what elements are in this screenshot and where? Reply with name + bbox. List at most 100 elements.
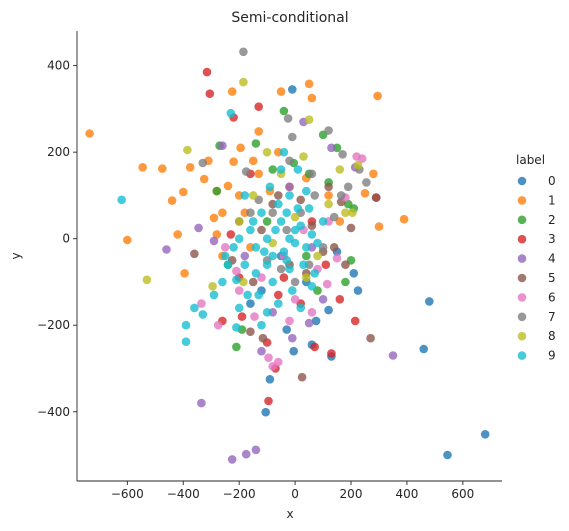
data-point	[185, 163, 195, 172]
data-point	[310, 269, 320, 278]
data-point	[251, 139, 261, 148]
data-point	[190, 249, 199, 259]
data-point	[285, 191, 294, 200]
data-point	[194, 223, 203, 233]
data-point	[318, 217, 328, 226]
data-point	[274, 357, 283, 367]
data-point	[197, 398, 206, 408]
data-point	[302, 186, 311, 196]
data-point	[290, 277, 300, 287]
data-point	[142, 275, 152, 285]
data-point	[226, 230, 236, 239]
data-point	[268, 208, 278, 217]
data-point	[279, 147, 289, 157]
data-point	[341, 208, 350, 217]
data-point	[336, 191, 346, 200]
data-point	[276, 165, 286, 174]
data-point	[220, 243, 230, 252]
data-point	[274, 290, 283, 300]
y-tick-label: 0	[62, 232, 70, 246]
data-point	[321, 260, 331, 270]
y-tick-label: 400	[47, 59, 70, 73]
data-point	[289, 346, 299, 356]
data-point	[338, 150, 347, 159]
data-point	[310, 191, 320, 200]
data-point	[362, 178, 371, 187]
data-point	[229, 157, 238, 166]
data-point	[190, 303, 199, 313]
data-point	[234, 217, 244, 226]
x-tick-label: −400	[167, 487, 200, 501]
data-point	[239, 77, 248, 87]
series-0	[246, 85, 490, 460]
data-point	[271, 225, 280, 235]
data-point	[282, 255, 292, 265]
legend-label: 8	[548, 329, 556, 343]
legend-marker	[517, 273, 527, 283]
data-point	[248, 277, 258, 287]
data-point	[288, 85, 297, 94]
points-layer	[85, 47, 490, 464]
legend-marker	[517, 234, 527, 244]
series-8	[142, 77, 363, 291]
legend-item: 7	[517, 310, 556, 324]
data-point	[388, 351, 398, 360]
data-point	[346, 223, 356, 233]
data-point	[399, 214, 409, 224]
legend-label: 4	[548, 252, 556, 266]
data-point	[251, 269, 261, 278]
chart-title: Semi-conditional	[231, 10, 348, 26]
data-point	[296, 195, 306, 205]
data-point	[218, 141, 227, 150]
data-point	[285, 316, 294, 326]
data-point	[180, 269, 189, 278]
y-tick-label: −400	[37, 405, 70, 419]
data-point	[227, 455, 237, 464]
data-point	[293, 204, 303, 213]
data-point	[232, 275, 241, 285]
data-point	[288, 132, 297, 142]
series-7	[198, 47, 371, 287]
legend-label: 0	[548, 174, 556, 188]
data-point	[241, 449, 251, 459]
data-point	[293, 165, 303, 174]
data-point	[307, 93, 317, 103]
data-point	[227, 87, 237, 96]
data-point	[274, 191, 283, 200]
data-point	[226, 108, 236, 118]
data-point	[302, 251, 311, 261]
data-point	[304, 318, 314, 328]
data-point	[425, 297, 434, 306]
x-tick-label: 0	[291, 487, 299, 501]
legend-label: 5	[548, 271, 556, 285]
data-point	[285, 156, 294, 166]
data-point	[258, 333, 268, 343]
data-point	[202, 67, 212, 77]
data-point	[209, 236, 219, 246]
data-point	[223, 260, 233, 270]
data-point	[237, 312, 247, 321]
data-point	[324, 305, 333, 315]
data-point	[257, 225, 266, 235]
legend-item: 4	[517, 252, 556, 266]
legend-marker	[517, 351, 527, 360]
data-point	[348, 208, 357, 217]
data-point	[246, 299, 255, 308]
data-point	[304, 115, 314, 124]
data-point	[212, 186, 222, 196]
legend-label: 6	[548, 290, 556, 304]
legend-item: 6	[517, 290, 556, 304]
data-point	[209, 290, 219, 300]
legend-item: 8	[517, 329, 556, 343]
data-point	[288, 333, 297, 343]
data-point	[213, 320, 223, 330]
y-tick-label: −200	[37, 318, 70, 332]
data-point	[283, 114, 293, 123]
data-point	[327, 143, 336, 153]
data-point	[251, 445, 261, 455]
data-point	[241, 167, 251, 176]
x-axis-label: x	[286, 507, 293, 521]
data-point	[197, 299, 206, 308]
data-point	[279, 247, 289, 256]
